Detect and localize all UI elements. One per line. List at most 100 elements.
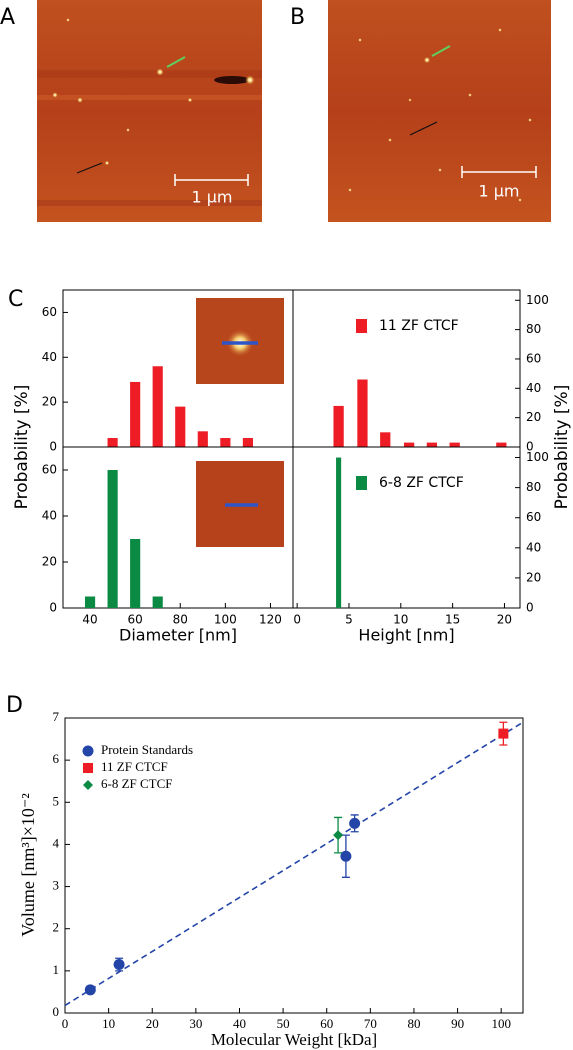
data-point (113, 959, 125, 971)
y-tick-label: 40 (42, 350, 57, 364)
y-tick-label: 3 (53, 878, 60, 893)
legend-label: 6-8 ZF CTCF (379, 475, 464, 491)
afm-image-b (328, 0, 551, 222)
bar (175, 406, 186, 447)
y-tick-label: 100 (526, 293, 549, 307)
panel-label: C (8, 287, 23, 312)
x-tick-label: 100 (491, 1016, 511, 1031)
y-axis-label: Probability [%] (552, 385, 572, 510)
y-tick-label: 20 (526, 410, 541, 424)
x-tick-label: 60 (320, 1016, 333, 1031)
x-tick-label: 90 (451, 1016, 464, 1031)
y-tick-label: 100 (526, 450, 549, 464)
y-tick-label: 60 (42, 463, 57, 477)
legend-label: Protein Standards (101, 742, 193, 757)
y-axis-label: Probability [%] (12, 385, 32, 510)
y-tick-label: 80 (526, 480, 541, 494)
y-tick-label: 80 (526, 322, 541, 336)
bar (152, 366, 163, 447)
legend-label: 11 ZF CTCF (101, 759, 168, 774)
bar (333, 405, 344, 447)
y-tick-label: 0 (526, 601, 534, 615)
scale-bar-label: 1 µm (191, 188, 232, 207)
afm-image-a (37, 0, 262, 222)
x-tick-label: 120 (259, 613, 282, 627)
panel-label: B (290, 5, 305, 30)
bar (130, 539, 141, 608)
plot-frame (292, 289, 521, 448)
data-point (333, 830, 344, 841)
x-tick-label: 20 (497, 613, 512, 627)
bar (426, 442, 438, 447)
y-tick-label: 60 (42, 305, 57, 319)
x-tick-label: 50 (277, 1016, 290, 1031)
x-tick-label: 70 (364, 1016, 377, 1031)
y-tick-label: 7 (53, 709, 60, 724)
y-tick-label: 5 (53, 793, 60, 808)
bar (220, 438, 231, 447)
y-tick-label: 40 (42, 509, 57, 523)
y-tick-label: 20 (526, 570, 541, 584)
x-tick-label: 0 (62, 1016, 69, 1031)
plot-frame (292, 446, 521, 609)
bar (496, 442, 507, 447)
x-axis-label: Height [nm] (358, 626, 454, 645)
y-tick-label: 0 (49, 440, 57, 454)
bar (197, 431, 208, 447)
x-tick-label: 40 (82, 613, 97, 627)
bar (357, 379, 368, 447)
x-tick-label: 60 (128, 613, 143, 627)
bar (380, 432, 391, 447)
data-point (340, 850, 352, 862)
x-tick-label: 0 (293, 613, 301, 627)
y-tick-label: 60 (526, 510, 541, 524)
bar (403, 442, 415, 447)
y-tick-label: 40 (526, 540, 541, 554)
inset-image (196, 298, 284, 384)
x-tick-label: 20 (146, 1016, 159, 1031)
legend-label: 11 ZF CTCF (379, 318, 459, 334)
y-tick-label: 60 (526, 351, 541, 365)
y-tick-label: 0 (526, 440, 534, 454)
x-axis-label: Diameter [nm] (119, 626, 237, 645)
legend-swatch (356, 319, 367, 333)
y-tick-label: 2 (53, 920, 60, 935)
bar (336, 457, 342, 608)
x-tick-label: 5 (345, 613, 353, 627)
x-tick-label: 80 (407, 1016, 420, 1031)
panel-label: A (0, 5, 15, 30)
plot-frame (64, 717, 524, 1014)
y-tick-label: 6 (53, 751, 60, 766)
y-tick-label: 20 (42, 395, 57, 409)
bar (84, 596, 96, 608)
data-point (349, 817, 361, 829)
bar (152, 596, 163, 608)
inset-image (196, 461, 284, 547)
scale-bar-label: 1 µm (478, 182, 519, 201)
y-tick-label: 4 (53, 835, 60, 850)
bar (449, 442, 460, 447)
x-tick-label: 15 (445, 613, 460, 627)
y-tick-label: 40 (526, 381, 541, 395)
legend-swatch (356, 476, 367, 490)
x-tick-label: 40 (233, 1016, 246, 1031)
data-point (498, 728, 509, 739)
y-tick-label: 0 (49, 601, 57, 615)
data-point (84, 984, 96, 996)
x-tick-label: 10 (102, 1016, 115, 1031)
x-axis-label: Molecular Weight [kDa] (211, 1030, 377, 1049)
bar (107, 470, 118, 608)
legend-marker (83, 763, 93, 773)
bar (130, 381, 141, 447)
legend-marker (82, 745, 94, 757)
bar (107, 438, 118, 447)
y-tick-label: 20 (42, 555, 57, 569)
x-tick-label: 100 (214, 613, 237, 627)
x-tick-label: 10 (393, 613, 408, 627)
x-tick-label: 30 (189, 1016, 202, 1031)
bar (242, 438, 253, 447)
y-tick-label: 1 (53, 962, 60, 977)
y-tick-label: 0 (53, 1004, 60, 1019)
x-tick-label: 80 (173, 613, 188, 627)
